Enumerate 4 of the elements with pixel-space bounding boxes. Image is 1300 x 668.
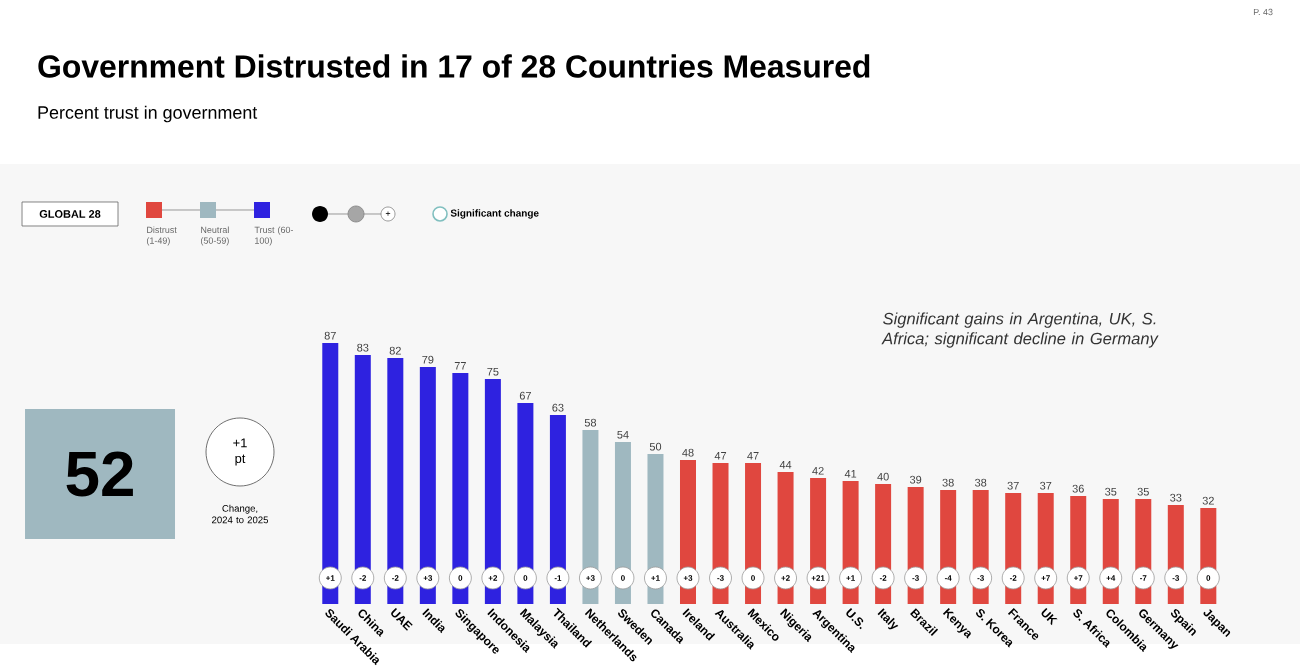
chart-title: Government Distrusted in 17 of 28 Countries Measured — [38, 54, 870, 78]
text: Percent trust in government — [38, 105, 258, 123]
annotation: Significant gains in Argentina, UK, S. Africa; significant decline in Germany — [881, 312, 1159, 348]
text: 52 — [66, 451, 133, 497]
